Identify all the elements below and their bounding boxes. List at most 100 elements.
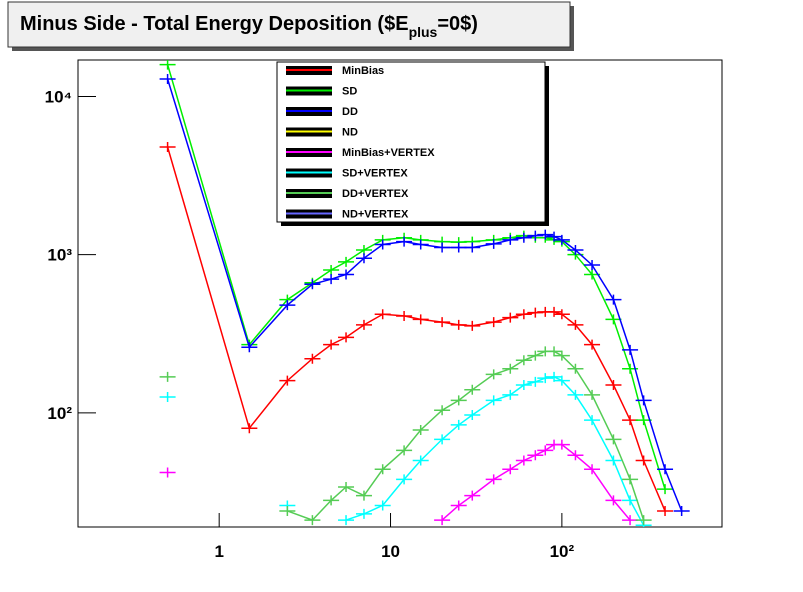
data-point (515, 455, 532, 466)
data-point (464, 490, 481, 501)
data-point (396, 474, 413, 485)
data-point (434, 317, 451, 328)
data-point (338, 515, 355, 526)
data-point (515, 380, 532, 391)
series-line (441, 443, 631, 521)
data-point (434, 515, 451, 526)
data-point (622, 474, 639, 485)
data-point (304, 279, 321, 290)
data-point (622, 344, 639, 355)
data-point (515, 309, 532, 320)
data-point (279, 375, 296, 386)
data-point (434, 434, 451, 445)
data-point (546, 306, 563, 317)
data-point (657, 464, 674, 475)
data-point (502, 234, 519, 245)
chart-title: Minus Side - Total Energy Deposition ($E… (20, 13, 478, 40)
data-point (338, 482, 355, 493)
data-point (485, 395, 502, 406)
data-point (584, 339, 601, 350)
data-point (159, 73, 176, 84)
data-point (502, 389, 519, 400)
data-point (553, 350, 570, 361)
data-point (304, 353, 321, 364)
data-point (622, 495, 639, 506)
data-point (553, 375, 570, 386)
data-point (485, 317, 502, 328)
x-tick-label: 1 (214, 542, 223, 561)
data-point (515, 232, 532, 243)
data-point (323, 339, 340, 350)
series-line (287, 350, 645, 521)
data-point (355, 508, 372, 519)
data-point (605, 380, 622, 391)
data-point (374, 239, 391, 250)
data-point (412, 314, 429, 325)
data-point (464, 242, 481, 253)
data-point (527, 307, 544, 318)
x-tick-label: 10² (550, 542, 575, 561)
data-point (567, 319, 584, 330)
legend-label: MinBias (342, 65, 384, 77)
x-tick-label: 10 (381, 542, 400, 561)
plot-area (159, 60, 690, 527)
data-point (279, 505, 296, 516)
data-point (450, 242, 467, 253)
data-point (412, 239, 429, 250)
legend-label: MinBias+VERTEX (342, 147, 435, 159)
y-tick-label: 10⁴ (45, 87, 72, 106)
data-point (323, 265, 340, 276)
series-line (166, 146, 666, 512)
data-point (567, 245, 584, 256)
data-point (635, 455, 652, 466)
legend-label: SD (342, 86, 357, 98)
legend-label: ND+VERTEX (342, 209, 409, 221)
legend-label: DD+VERTEX (342, 188, 409, 200)
title-box (7, 1, 571, 48)
data-point (537, 373, 554, 384)
data-point (355, 319, 372, 330)
data-point (584, 260, 601, 271)
data-point (323, 274, 340, 285)
data-point (567, 363, 584, 374)
legend: MinBias SD DD ND MinBias+VERTEX SD+VERTEX DD+V… (276, 61, 549, 226)
data-point (605, 434, 622, 445)
title-main: Minus Side - Total Energy Deposition ($E (20, 13, 409, 35)
data-point (584, 415, 601, 426)
data-point (635, 515, 652, 526)
data-point (567, 389, 584, 400)
data-point (515, 355, 532, 366)
data-point (464, 384, 481, 395)
plot-frame (77, 59, 723, 528)
data-point (605, 314, 622, 325)
data-point (279, 300, 296, 311)
data-point (502, 464, 519, 475)
data-point (412, 424, 429, 435)
data-point (338, 269, 355, 280)
data-point (304, 515, 321, 526)
legend-label: DD (342, 106, 358, 118)
data-point (434, 405, 451, 416)
data-point (412, 455, 429, 466)
data-point (537, 229, 554, 240)
data-point (527, 350, 544, 361)
data-point (485, 474, 502, 485)
data-point (553, 234, 570, 245)
data-point (673, 505, 690, 516)
data-point (553, 439, 570, 450)
data-point (567, 450, 584, 461)
data-point (338, 332, 355, 343)
data-point (241, 423, 258, 434)
data-point (338, 256, 355, 267)
data-point (464, 320, 481, 331)
data-point (241, 342, 258, 353)
data-point (546, 346, 563, 357)
data-point (450, 419, 467, 430)
data-point (159, 392, 176, 403)
data-point (396, 310, 413, 321)
data-point (355, 490, 372, 501)
data-point (584, 389, 601, 400)
legend-label: ND (342, 127, 358, 139)
data-point (396, 445, 413, 456)
